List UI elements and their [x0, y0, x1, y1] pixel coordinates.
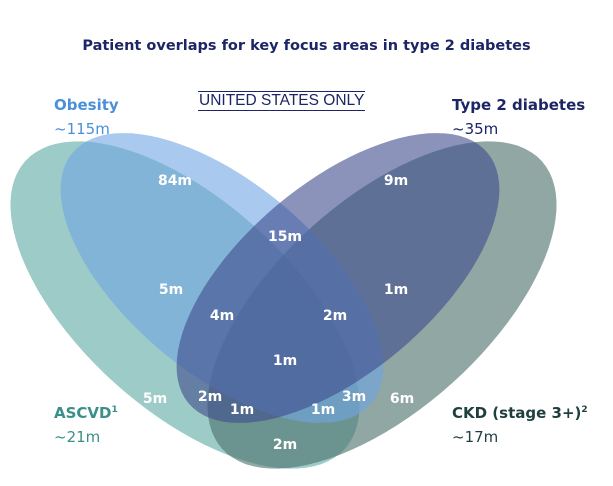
region-value: 4m [210, 308, 234, 324]
region-value: 1m [273, 353, 297, 369]
set-label-ckd: CKD (stage 3+)2 ~17m [452, 404, 588, 446]
region-value: 1m [230, 402, 254, 418]
region-value: 9m [384, 173, 408, 189]
region-value: 5m [159, 282, 183, 298]
region-value: 6m [390, 391, 414, 407]
region-value: 2m [323, 308, 347, 324]
region-value: 15m [268, 229, 302, 245]
set-label-ascvd: ASCVD1 ~21m [54, 404, 118, 446]
region-value: 84m [158, 173, 192, 189]
ellipse-type2 [176, 133, 500, 423]
chart-title: Patient overlaps for key focus areas in … [82, 38, 531, 54]
region-value: 5m [143, 391, 167, 407]
set-label-type2: Type 2 diabetes ~35m [452, 96, 586, 138]
set-label-obesity: Obesity ~115m [54, 96, 119, 138]
region-note: UNITED STATES ONLY [198, 91, 366, 111]
region-value: 3m [342, 389, 366, 405]
region-value: 2m [273, 437, 297, 453]
region-value: 2m [198, 389, 222, 405]
region-value: 1m [311, 402, 335, 418]
region-value: 1m [384, 282, 408, 298]
